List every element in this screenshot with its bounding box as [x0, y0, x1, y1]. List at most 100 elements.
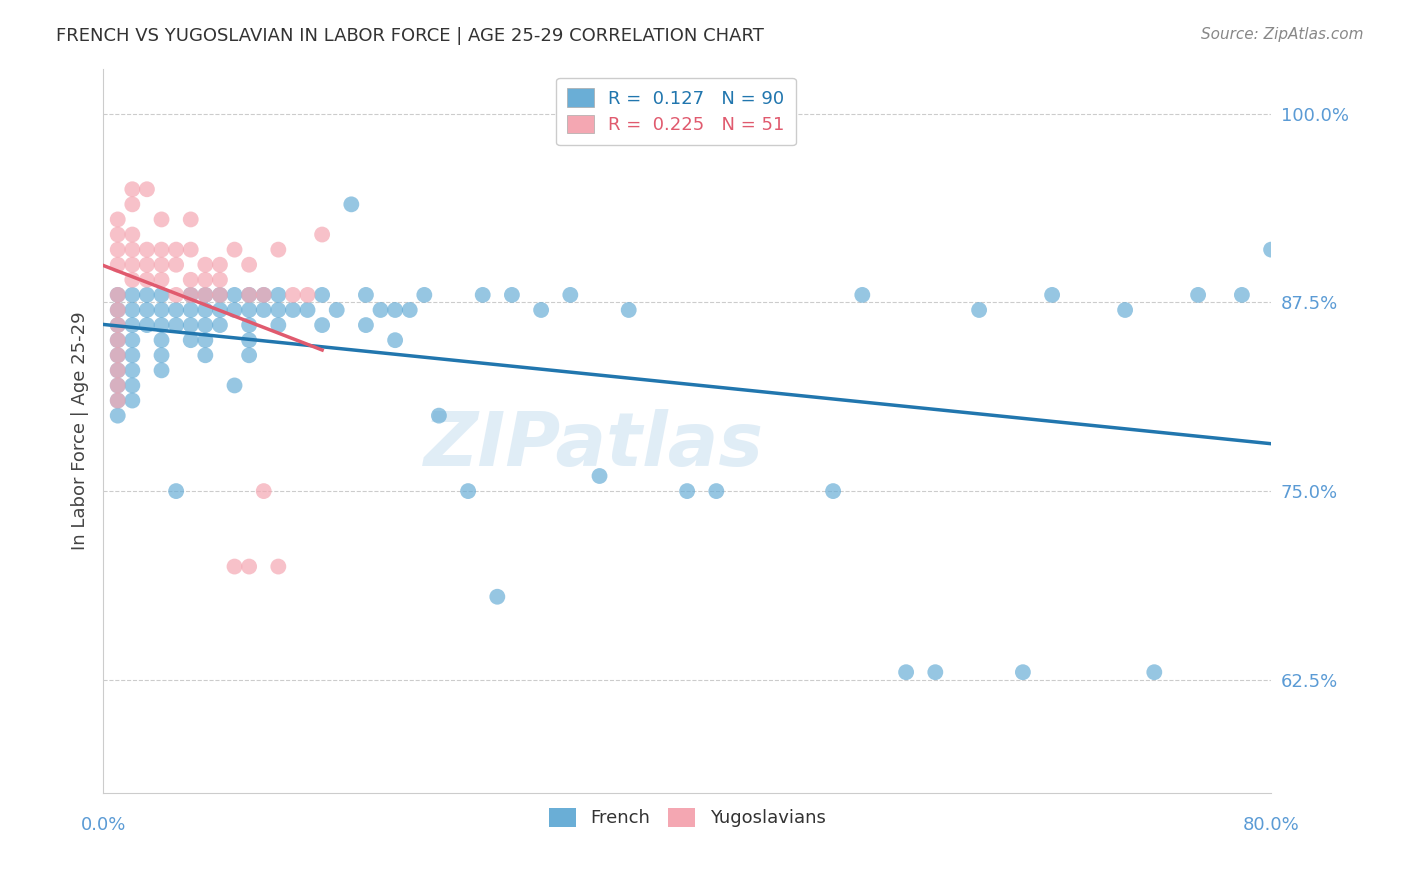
Point	[1040, 288, 1063, 302]
Point	[121, 393, 143, 408]
Point	[150, 333, 173, 347]
Point	[194, 288, 217, 302]
Point	[238, 318, 260, 332]
Point	[107, 227, 129, 242]
Point	[107, 363, 129, 377]
Point	[311, 227, 333, 242]
Point	[107, 378, 129, 392]
Point	[165, 303, 187, 318]
Point	[238, 288, 260, 302]
Point	[121, 273, 143, 287]
Point	[208, 288, 231, 302]
Point	[194, 348, 217, 362]
Text: 80.0%: 80.0%	[1243, 815, 1299, 834]
Legend: French, Yugoslavians: French, Yugoslavians	[541, 801, 832, 835]
Point	[107, 318, 129, 332]
Point	[107, 348, 129, 362]
Point	[107, 318, 129, 332]
Point	[194, 303, 217, 318]
Point	[267, 303, 290, 318]
Point	[413, 288, 436, 302]
Point	[253, 288, 276, 302]
Point	[180, 212, 202, 227]
Point	[165, 288, 187, 302]
Point	[121, 227, 143, 242]
Point	[281, 303, 304, 318]
Point	[107, 243, 129, 257]
Point	[107, 363, 129, 377]
Point	[150, 273, 173, 287]
Point	[121, 197, 143, 211]
Point	[107, 258, 129, 272]
Point	[150, 212, 173, 227]
Point	[107, 288, 129, 302]
Point	[107, 393, 129, 408]
Point	[311, 288, 333, 302]
Text: ZIPatlas: ZIPatlas	[423, 409, 763, 482]
Point	[1143, 665, 1166, 680]
Point	[150, 348, 173, 362]
Point	[704, 484, 727, 499]
Point	[253, 303, 276, 318]
Point	[924, 665, 946, 680]
Point	[340, 197, 363, 211]
Point	[267, 243, 290, 257]
Point	[267, 318, 290, 332]
Point	[107, 378, 129, 392]
Point	[384, 303, 406, 318]
Point	[530, 303, 553, 318]
Point	[121, 182, 143, 196]
Point	[121, 288, 143, 302]
Point	[1187, 288, 1209, 302]
Point	[281, 288, 304, 302]
Point	[194, 273, 217, 287]
Point	[253, 288, 276, 302]
Point	[121, 243, 143, 257]
Point	[136, 273, 159, 287]
Y-axis label: In Labor Force | Age 25-29: In Labor Force | Age 25-29	[72, 311, 89, 550]
Point	[208, 318, 231, 332]
Point	[107, 288, 129, 302]
Point	[150, 318, 173, 332]
Point	[208, 303, 231, 318]
Point	[194, 318, 217, 332]
Point	[180, 243, 202, 257]
Point	[238, 559, 260, 574]
Point	[121, 303, 143, 318]
Point	[823, 484, 845, 499]
Point	[180, 333, 202, 347]
Point	[136, 243, 159, 257]
Point	[136, 182, 159, 196]
Point	[267, 559, 290, 574]
Point	[107, 348, 129, 362]
Point	[384, 333, 406, 347]
Point	[180, 318, 202, 332]
Point	[107, 409, 129, 423]
Point	[297, 303, 319, 318]
Point	[180, 288, 202, 302]
Point	[136, 288, 159, 302]
Point	[180, 288, 202, 302]
Point	[194, 333, 217, 347]
Point	[1260, 243, 1282, 257]
Point	[676, 484, 699, 499]
Point	[208, 288, 231, 302]
Point	[486, 590, 509, 604]
Point	[121, 363, 143, 377]
Point	[194, 288, 217, 302]
Point	[238, 348, 260, 362]
Point	[107, 303, 129, 318]
Point	[501, 288, 523, 302]
Point	[208, 273, 231, 287]
Point	[1230, 288, 1253, 302]
Point	[457, 484, 479, 499]
Point	[107, 393, 129, 408]
Point	[224, 243, 246, 257]
Point	[427, 409, 450, 423]
Point	[194, 258, 217, 272]
Point	[370, 303, 392, 318]
Point	[121, 258, 143, 272]
Point	[150, 288, 173, 302]
Point	[267, 288, 290, 302]
Point	[224, 288, 246, 302]
